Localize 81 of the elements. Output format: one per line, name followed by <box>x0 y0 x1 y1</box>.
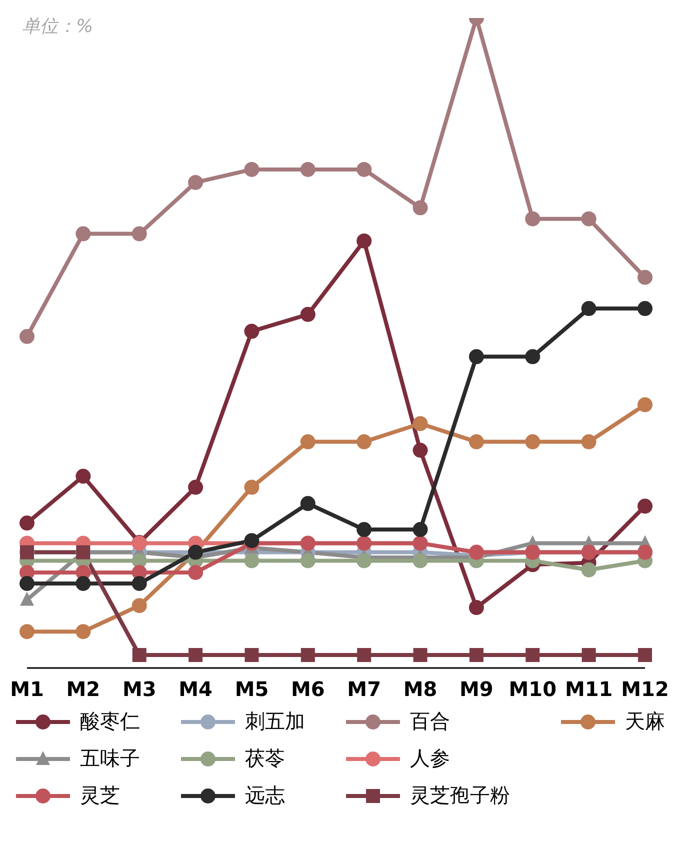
point <box>244 648 259 662</box>
x-tick-label: M1 <box>10 677 44 702</box>
point <box>638 648 652 662</box>
point <box>132 648 146 662</box>
legend-label: 酸枣仁 <box>80 708 140 735</box>
point <box>244 162 260 177</box>
point <box>244 553 260 568</box>
point <box>356 233 372 248</box>
point <box>300 434 316 450</box>
x-tick-label: M9 <box>460 677 494 702</box>
point <box>356 162 372 177</box>
point <box>468 434 484 450</box>
x-tick-label: M12 <box>621 677 669 702</box>
point <box>525 349 540 364</box>
x-tick-label: M11 <box>564 677 613 702</box>
point <box>244 480 260 495</box>
point <box>356 522 372 538</box>
point <box>188 564 204 580</box>
point <box>469 648 484 662</box>
x-tick-label: M5 <box>234 677 269 702</box>
x-tick-label: M8 <box>403 677 438 702</box>
x-tick-label: M3 <box>122 677 156 702</box>
point <box>638 397 652 412</box>
point <box>76 576 91 591</box>
point <box>413 648 428 662</box>
point <box>300 553 316 568</box>
x-tick-label: M10 <box>508 677 557 702</box>
legend-label: 茯苓 <box>245 745 285 772</box>
point <box>412 553 428 568</box>
point <box>412 522 428 538</box>
point <box>300 162 316 177</box>
point <box>581 562 596 578</box>
point <box>412 442 428 458</box>
point <box>300 306 316 322</box>
point <box>20 516 34 531</box>
x-tick-label: M4 <box>178 677 212 702</box>
point <box>132 576 147 591</box>
point <box>188 174 204 190</box>
point <box>20 576 34 591</box>
legend-label: 五味子 <box>80 745 140 772</box>
point <box>76 624 91 640</box>
legend-label: 刺五加 <box>245 708 305 735</box>
point <box>638 270 652 285</box>
legend-label: 人参 <box>410 745 450 772</box>
annotation: 单位：% <box>22 15 94 38</box>
legend-label: 天麻 <box>625 708 665 735</box>
point <box>132 226 147 242</box>
legend-label: 远志 <box>245 782 285 809</box>
x-tick-label: M6 <box>290 677 325 702</box>
point <box>525 434 540 450</box>
point <box>638 301 652 316</box>
point <box>581 301 596 316</box>
x-tick-label: M7 <box>347 677 382 702</box>
point <box>188 480 204 495</box>
point <box>581 434 596 450</box>
legend-label: 灵芝孢子粉 <box>410 782 510 809</box>
point <box>300 496 316 512</box>
point <box>76 468 91 484</box>
legend-label: 百合 <box>410 708 450 735</box>
point <box>188 648 203 662</box>
point <box>76 226 91 242</box>
x-tick-label: M2 <box>66 677 100 702</box>
point <box>356 553 372 568</box>
point <box>300 648 315 662</box>
point <box>356 434 372 450</box>
point <box>244 324 260 339</box>
point <box>468 600 484 616</box>
legend-label: 灵芝 <box>80 782 120 809</box>
point <box>525 211 540 226</box>
point <box>20 624 34 640</box>
point <box>581 211 596 226</box>
point <box>132 598 147 614</box>
point <box>526 648 540 662</box>
point <box>582 648 596 662</box>
point <box>20 329 34 344</box>
point <box>357 648 372 662</box>
point <box>412 416 428 432</box>
point <box>20 592 34 606</box>
point <box>638 498 652 514</box>
point <box>412 200 428 216</box>
point <box>468 349 484 364</box>
